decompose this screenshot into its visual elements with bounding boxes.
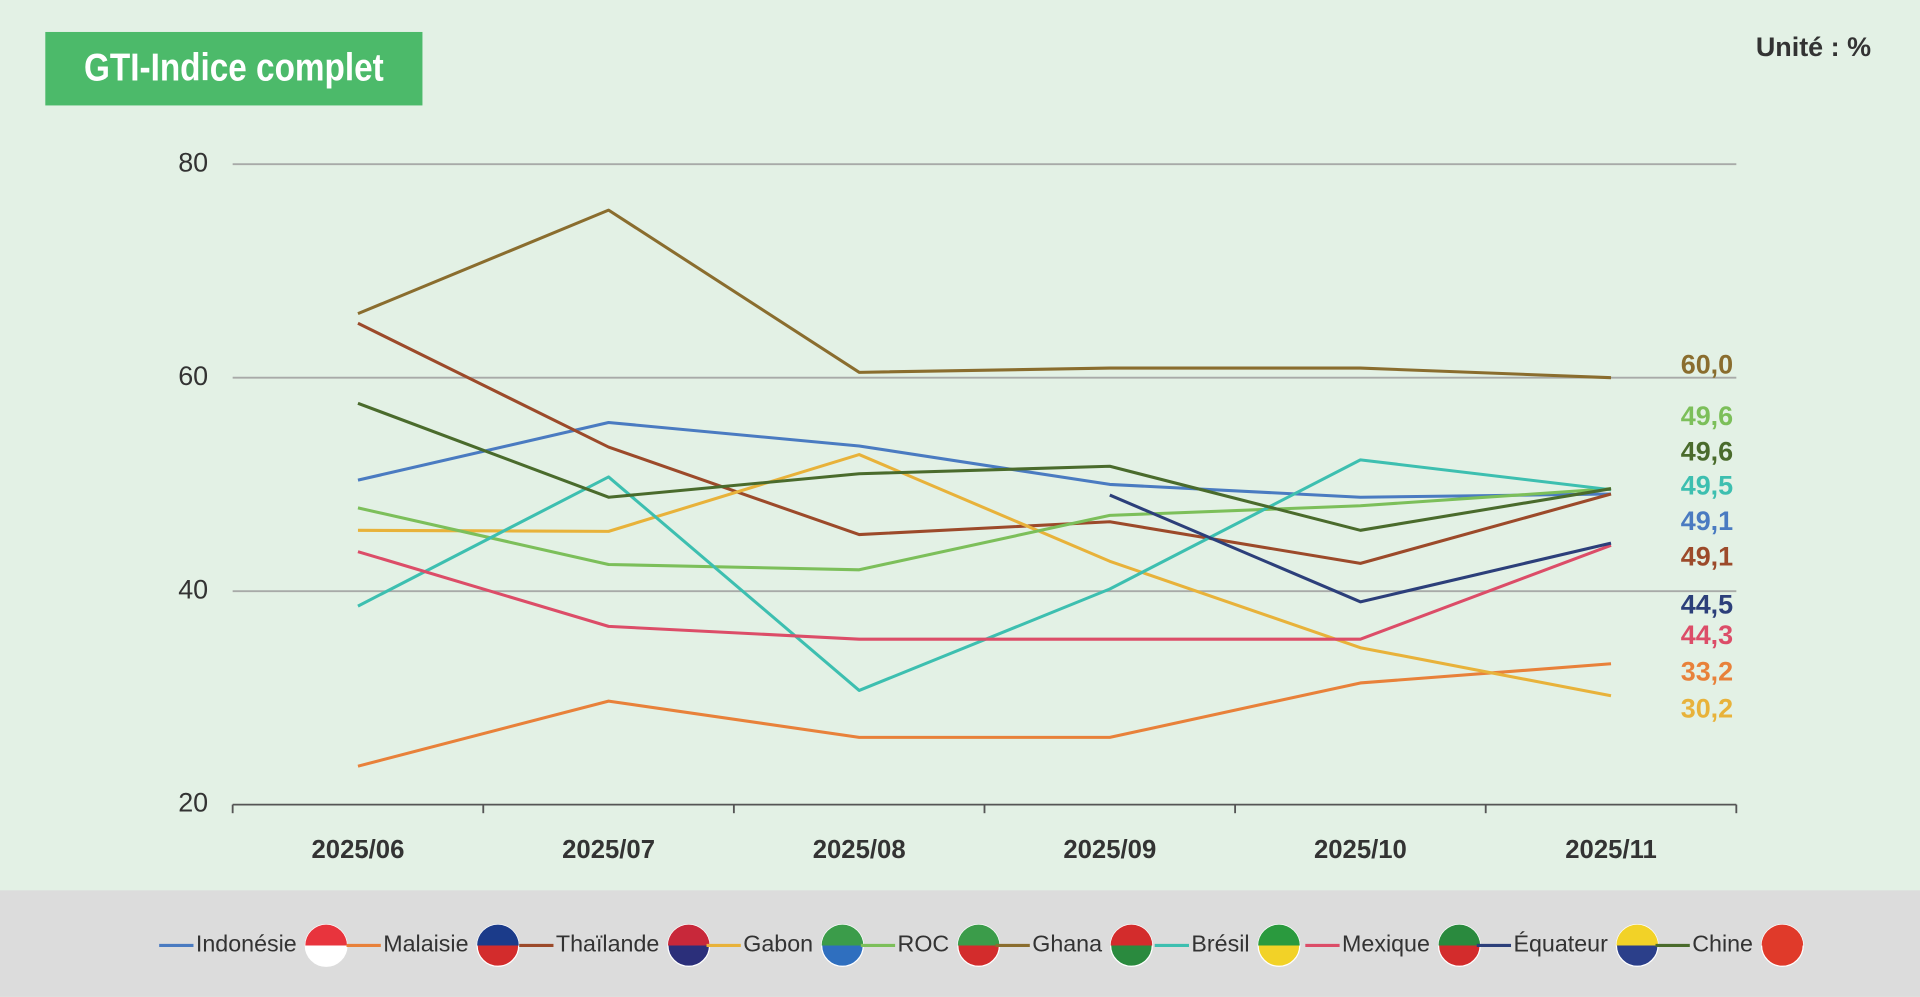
- x-tick-label: 2025/09: [1063, 836, 1156, 864]
- series-line: [1109, 493, 1612, 604]
- legend-flag-half: [1438, 924, 1481, 946]
- x-tick-label: 2025/06: [311, 836, 404, 864]
- x-tick-label: 2025/10: [1314, 836, 1407, 864]
- series-line: [357, 420, 1612, 499]
- legend-label: Indonésie: [196, 931, 297, 957]
- x-tick-label: 2025/11: [1565, 836, 1656, 864]
- chart-title: GTI-Indice complet: [84, 45, 384, 89]
- value-label: 49,6: [1681, 401, 1733, 431]
- legend-label: ROC: [898, 931, 950, 957]
- x-tick-label: 2025/07: [562, 836, 655, 864]
- value-label: 49,1: [1681, 542, 1733, 572]
- series-line: [357, 543, 1612, 641]
- title-box: [45, 31, 423, 106]
- y-tick-label: 80: [178, 147, 208, 177]
- value-label: 49,5: [1681, 471, 1733, 501]
- legend-label: Malaisie: [383, 931, 468, 957]
- legend-flag-half: [1258, 924, 1300, 946]
- plot-background: [0, 0, 1920, 890]
- series-line: [357, 321, 1612, 565]
- legend-label: Gabon: [743, 931, 813, 957]
- legend-label: Équateur: [1513, 931, 1608, 957]
- y-tick-label: 20: [178, 788, 208, 818]
- x-tick-label: 2025/08: [813, 836, 906, 864]
- y-tick-label: 40: [178, 574, 208, 604]
- legend-flag-half: [305, 924, 347, 946]
- value-label: 44,5: [1681, 589, 1733, 619]
- legend-label: Thaïlande: [556, 931, 659, 957]
- legend-label: Chine: [1692, 931, 1753, 957]
- series-line: [357, 401, 1612, 532]
- legend-flag-half: [667, 924, 710, 946]
- y-tick-label: 60: [178, 361, 208, 391]
- value-label: 30,2: [1681, 693, 1733, 723]
- series-line: [357, 208, 1612, 380]
- series-line: [357, 453, 1612, 698]
- value-label: 49,1: [1681, 506, 1733, 536]
- value-label: 49,6: [1681, 436, 1733, 466]
- legend-flag-half: [821, 924, 864, 946]
- legend-flag-half: [957, 924, 1000, 946]
- legend-flag-half: [1110, 924, 1153, 946]
- unit-label: Unité : %: [1756, 32, 1871, 62]
- series-line: [357, 662, 1612, 768]
- legend-label: Brésil: [1191, 931, 1249, 957]
- value-label: 44,3: [1681, 620, 1733, 650]
- value-label: 33,2: [1681, 657, 1733, 687]
- legend-label: Mexique: [1342, 931, 1430, 957]
- value-label: 60,0: [1681, 349, 1733, 379]
- series-line: [357, 487, 1612, 572]
- legend-flag-half: [1616, 924, 1659, 946]
- legend-flag-half: [1761, 924, 1804, 946]
- legend-flag-half: [477, 924, 519, 946]
- legend-label: Ghana: [1032, 931, 1102, 957]
